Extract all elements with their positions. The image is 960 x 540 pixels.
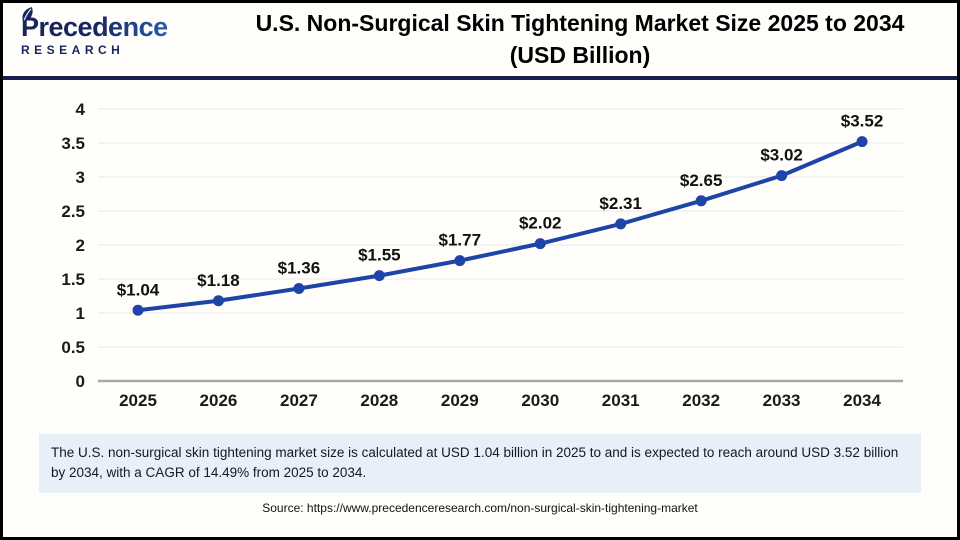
x-tick-label-2031: 2031 <box>602 391 640 410</box>
data-point-2033 <box>776 170 788 182</box>
x-tick-label-2029: 2029 <box>441 391 479 410</box>
data-point-2026 <box>212 295 224 307</box>
y-tick-label: 4 <box>76 100 86 119</box>
series-line <box>136 139 865 313</box>
brand-name: Precedence <box>21 14 211 41</box>
data-label-2028: $1.55 <box>358 246 401 265</box>
market-size-line-chart: 0 0.5 1 1.5 2 2.5 3 3.5 4 $1.04 2025 $1.18 2026 $1.36… <box>61 100 903 410</box>
x-tick-label-2034: 2034 <box>843 391 881 410</box>
x-tick-label-2033: 2033 <box>763 391 801 410</box>
header: Precedence RESEARCH U.S. Non-Surgical Sk… <box>3 3 957 80</box>
data-point-2028 <box>373 270 385 282</box>
x-tick-label-2028: 2028 <box>360 391 398 410</box>
data-label-2025: $1.04 <box>117 280 160 299</box>
data-label-2029: $1.77 <box>439 231 482 250</box>
data-point-2031 <box>615 218 627 230</box>
page-title: U.S. Non-Surgical Skin Tightening Market… <box>203 8 957 70</box>
y-tick-label: 2.5 <box>61 202 85 221</box>
brand-logo: Precedence RESEARCH <box>21 7 211 56</box>
y-tick-label: 0 <box>76 372 85 391</box>
data-point-2032 <box>695 195 707 207</box>
y-tick-label: 3.5 <box>61 134 85 153</box>
x-tick-label-2027: 2027 <box>280 391 318 410</box>
data-label-2032: $2.65 <box>680 171 723 190</box>
source-text: Source: https://www.precedenceresearch.c… <box>262 500 698 515</box>
title-line-2: (USD Billion) <box>509 41 651 68</box>
data-label-2030: $2.02 <box>519 214 562 233</box>
data-point-2029 <box>454 255 466 267</box>
x-tick-label-2026: 2026 <box>200 391 238 410</box>
y-tick-label: 2 <box>76 236 85 255</box>
brand-subname: RESEARCH <box>21 44 211 56</box>
y-tick-label: 0.5 <box>61 338 85 357</box>
data-point-2030 <box>534 238 546 250</box>
x-tick-label-2030: 2030 <box>521 391 559 410</box>
chart-area: 0 0.5 1 1.5 2 2.5 3 3.5 4 $1.04 2025 $1.18 2026 $1.36… <box>3 80 957 432</box>
data-label-2026: $1.18 <box>197 271 240 290</box>
summary-note: The U.S. non-surgical skin tightening ma… <box>39 434 921 493</box>
y-tick-label: 1 <box>76 304 85 323</box>
x-tick-label-2025: 2025 <box>119 391 157 410</box>
data-point-2034 <box>856 136 868 148</box>
title-line-1: U.S. Non-Surgical Skin Tightening Market… <box>255 10 905 37</box>
y-tick-label: 3 <box>76 168 85 187</box>
data-point-2027 <box>293 283 305 295</box>
data-label-2033: $3.02 <box>760 146 803 165</box>
data-label-2031: $2.31 <box>599 194 642 213</box>
data-point-2025 <box>132 304 144 316</box>
y-tick-label: 1.5 <box>61 270 85 289</box>
x-tick-label-2032: 2032 <box>682 391 720 410</box>
data-label-2027: $1.36 <box>278 259 321 278</box>
data-label-2034: $3.52 <box>841 112 884 131</box>
leaf-icon <box>22 7 33 22</box>
